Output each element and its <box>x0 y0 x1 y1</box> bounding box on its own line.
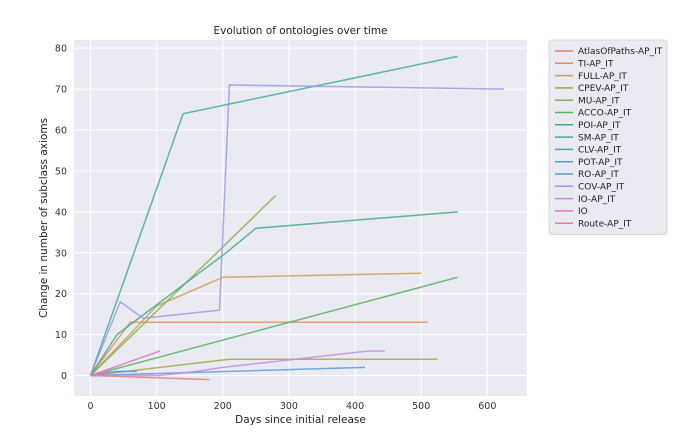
legend-label: MU-AP_IT <box>578 96 620 106</box>
x-tick-label: 0 <box>88 401 94 412</box>
y-axis-label: Change in number of subclass axioms <box>38 118 50 318</box>
grid <box>74 40 527 396</box>
y-tick-label: 70 <box>55 85 67 96</box>
legend-label: IO-AP_IT <box>578 195 616 205</box>
series-line <box>90 370 111 377</box>
y-tick-label: 40 <box>55 207 67 218</box>
legend-label: RO-AP_IT <box>578 170 619 180</box>
x-tick-label: 100 <box>148 401 166 412</box>
y-tick-label: 0 <box>61 371 67 382</box>
x-axis-label: Days since initial release <box>235 414 366 426</box>
series-line <box>90 276 458 377</box>
legend-label: ACCO-AP_IT <box>578 109 632 119</box>
x-tick-label: 400 <box>346 401 364 412</box>
series-line <box>90 366 366 377</box>
y-tick-label: 10 <box>55 330 67 341</box>
y-tick-labels: 0 10 20 30 40 50 60 70 80 <box>55 44 67 382</box>
series-line <box>90 350 161 377</box>
series-layer <box>89 55 504 381</box>
x-tick-label: 300 <box>280 401 298 412</box>
legend-label: CPEV-AP_IT <box>578 84 629 94</box>
legend-label: COV-AP_IT <box>578 183 625 193</box>
series-line <box>89 321 428 376</box>
y-tick-label: 30 <box>55 248 67 259</box>
x-tick-label: 200 <box>214 401 232 412</box>
y-tick-label: 50 <box>55 166 67 177</box>
legend-label: Route-AP_IT <box>578 219 632 229</box>
legend-label: POT-AP_IT <box>578 158 623 168</box>
x-tick-label: 500 <box>412 401 430 412</box>
legend-label: FULL-AP_IT <box>578 72 627 82</box>
legend-label: TI-AP_IT <box>577 60 614 70</box>
legend-label: POI-AP_IT <box>578 121 621 131</box>
y-tick-label: 80 <box>55 44 67 55</box>
legend: AtlasOfPaths-AP_IT TI-AP_IT FULL-AP_IT CPEV… <box>548 39 668 235</box>
series-line <box>90 350 385 377</box>
x-tick-labels: 0 100 200 300 400 500 600 <box>88 401 497 412</box>
legend-label: CLV-AP_IT <box>578 146 622 156</box>
series-line <box>89 84 504 376</box>
legend-label: IO <box>578 207 588 217</box>
y-tick-label: 20 <box>55 289 67 300</box>
legend-label: SM-AP_IT <box>578 133 619 143</box>
plot-area <box>74 40 527 396</box>
series-line <box>90 358 438 377</box>
series-line <box>89 211 458 376</box>
series-line <box>89 55 458 376</box>
series-line <box>89 272 422 377</box>
chart-title: Evolution of ontologies over time <box>213 25 387 37</box>
y-tick-label: 60 <box>55 126 67 137</box>
x-tick-label: 600 <box>478 401 496 412</box>
legend-box <box>548 39 668 235</box>
legend-label: AtlasOfPaths-AP_IT <box>578 47 663 57</box>
